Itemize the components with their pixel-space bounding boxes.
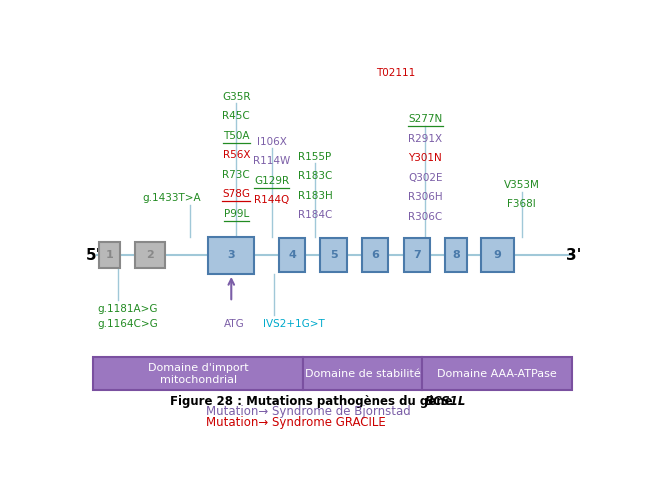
Text: Q302E: Q302E bbox=[408, 172, 443, 183]
Text: 1: 1 bbox=[106, 250, 114, 261]
Text: R73C: R73C bbox=[222, 169, 250, 180]
Bar bbox=[279, 239, 305, 272]
Text: R144Q: R144Q bbox=[254, 195, 290, 205]
Text: 5: 5 bbox=[330, 250, 337, 261]
Bar bbox=[422, 357, 572, 390]
Text: 4: 4 bbox=[288, 250, 296, 261]
Text: Mutation→ Syndrome de Bjornstad: Mutation→ Syndrome de Bjornstad bbox=[206, 406, 411, 418]
Text: IVS2+1G>T: IVS2+1G>T bbox=[263, 319, 325, 329]
Text: g.1181A>G: g.1181A>G bbox=[97, 304, 158, 314]
Text: F368I: F368I bbox=[508, 199, 536, 209]
Text: Figure 28 : Mutations pathogènes du gène: Figure 28 : Mutations pathogènes du gène bbox=[171, 395, 457, 408]
Text: ATG: ATG bbox=[224, 319, 245, 329]
Text: g.1164C>G: g.1164C>G bbox=[97, 319, 158, 329]
Text: 2: 2 bbox=[146, 250, 154, 261]
Text: Domaine AAA-ATPase: Domaine AAA-ATPase bbox=[438, 369, 557, 379]
Text: 5': 5' bbox=[86, 248, 101, 263]
Text: P99L: P99L bbox=[224, 208, 249, 219]
Text: R306C: R306C bbox=[408, 211, 443, 222]
Text: 9: 9 bbox=[493, 250, 502, 261]
Bar bbox=[135, 242, 165, 268]
Bar bbox=[445, 239, 467, 272]
Text: R56X: R56X bbox=[222, 150, 250, 160]
Bar bbox=[303, 357, 422, 390]
Text: V353M: V353M bbox=[504, 180, 540, 190]
Text: Mutation→ Syndrome GRACILE: Mutation→ Syndrome GRACILE bbox=[206, 416, 386, 429]
Text: R155P: R155P bbox=[298, 151, 332, 162]
Bar bbox=[99, 242, 120, 268]
Text: Domaine d'import
mitochondrial: Domaine d'import mitochondrial bbox=[148, 363, 249, 385]
Text: S277N: S277N bbox=[408, 114, 443, 124]
Bar bbox=[481, 239, 514, 272]
Text: G35R: G35R bbox=[222, 92, 250, 102]
Bar bbox=[320, 239, 347, 272]
Text: Y301N: Y301N bbox=[409, 153, 442, 163]
Text: 6: 6 bbox=[371, 250, 379, 261]
Text: R291X: R291X bbox=[408, 133, 443, 144]
Text: R306H: R306H bbox=[408, 192, 443, 202]
Text: g.1433T>A: g.1433T>A bbox=[143, 193, 201, 203]
Text: R184C: R184C bbox=[298, 210, 332, 220]
Bar bbox=[209, 237, 254, 274]
Text: 8: 8 bbox=[452, 250, 460, 261]
Text: S78G: S78G bbox=[222, 189, 250, 199]
Text: I106X: I106X bbox=[257, 136, 286, 147]
Bar bbox=[93, 357, 303, 390]
Bar bbox=[404, 239, 430, 272]
Text: 3: 3 bbox=[228, 250, 235, 261]
Text: R183C: R183C bbox=[298, 171, 332, 181]
Text: BCS1L: BCS1L bbox=[425, 395, 466, 408]
Text: Domaine de stabilité: Domaine de stabilité bbox=[305, 369, 421, 379]
Text: T02111: T02111 bbox=[376, 68, 416, 78]
Text: R183H: R183H bbox=[298, 190, 332, 201]
Text: 7: 7 bbox=[413, 250, 421, 261]
Text: T50A: T50A bbox=[223, 131, 250, 141]
Text: 3': 3' bbox=[566, 248, 581, 263]
Text: R45C: R45C bbox=[222, 111, 250, 121]
Text: G129R: G129R bbox=[254, 175, 289, 186]
Text: R114W: R114W bbox=[253, 156, 290, 166]
Bar bbox=[362, 239, 388, 272]
